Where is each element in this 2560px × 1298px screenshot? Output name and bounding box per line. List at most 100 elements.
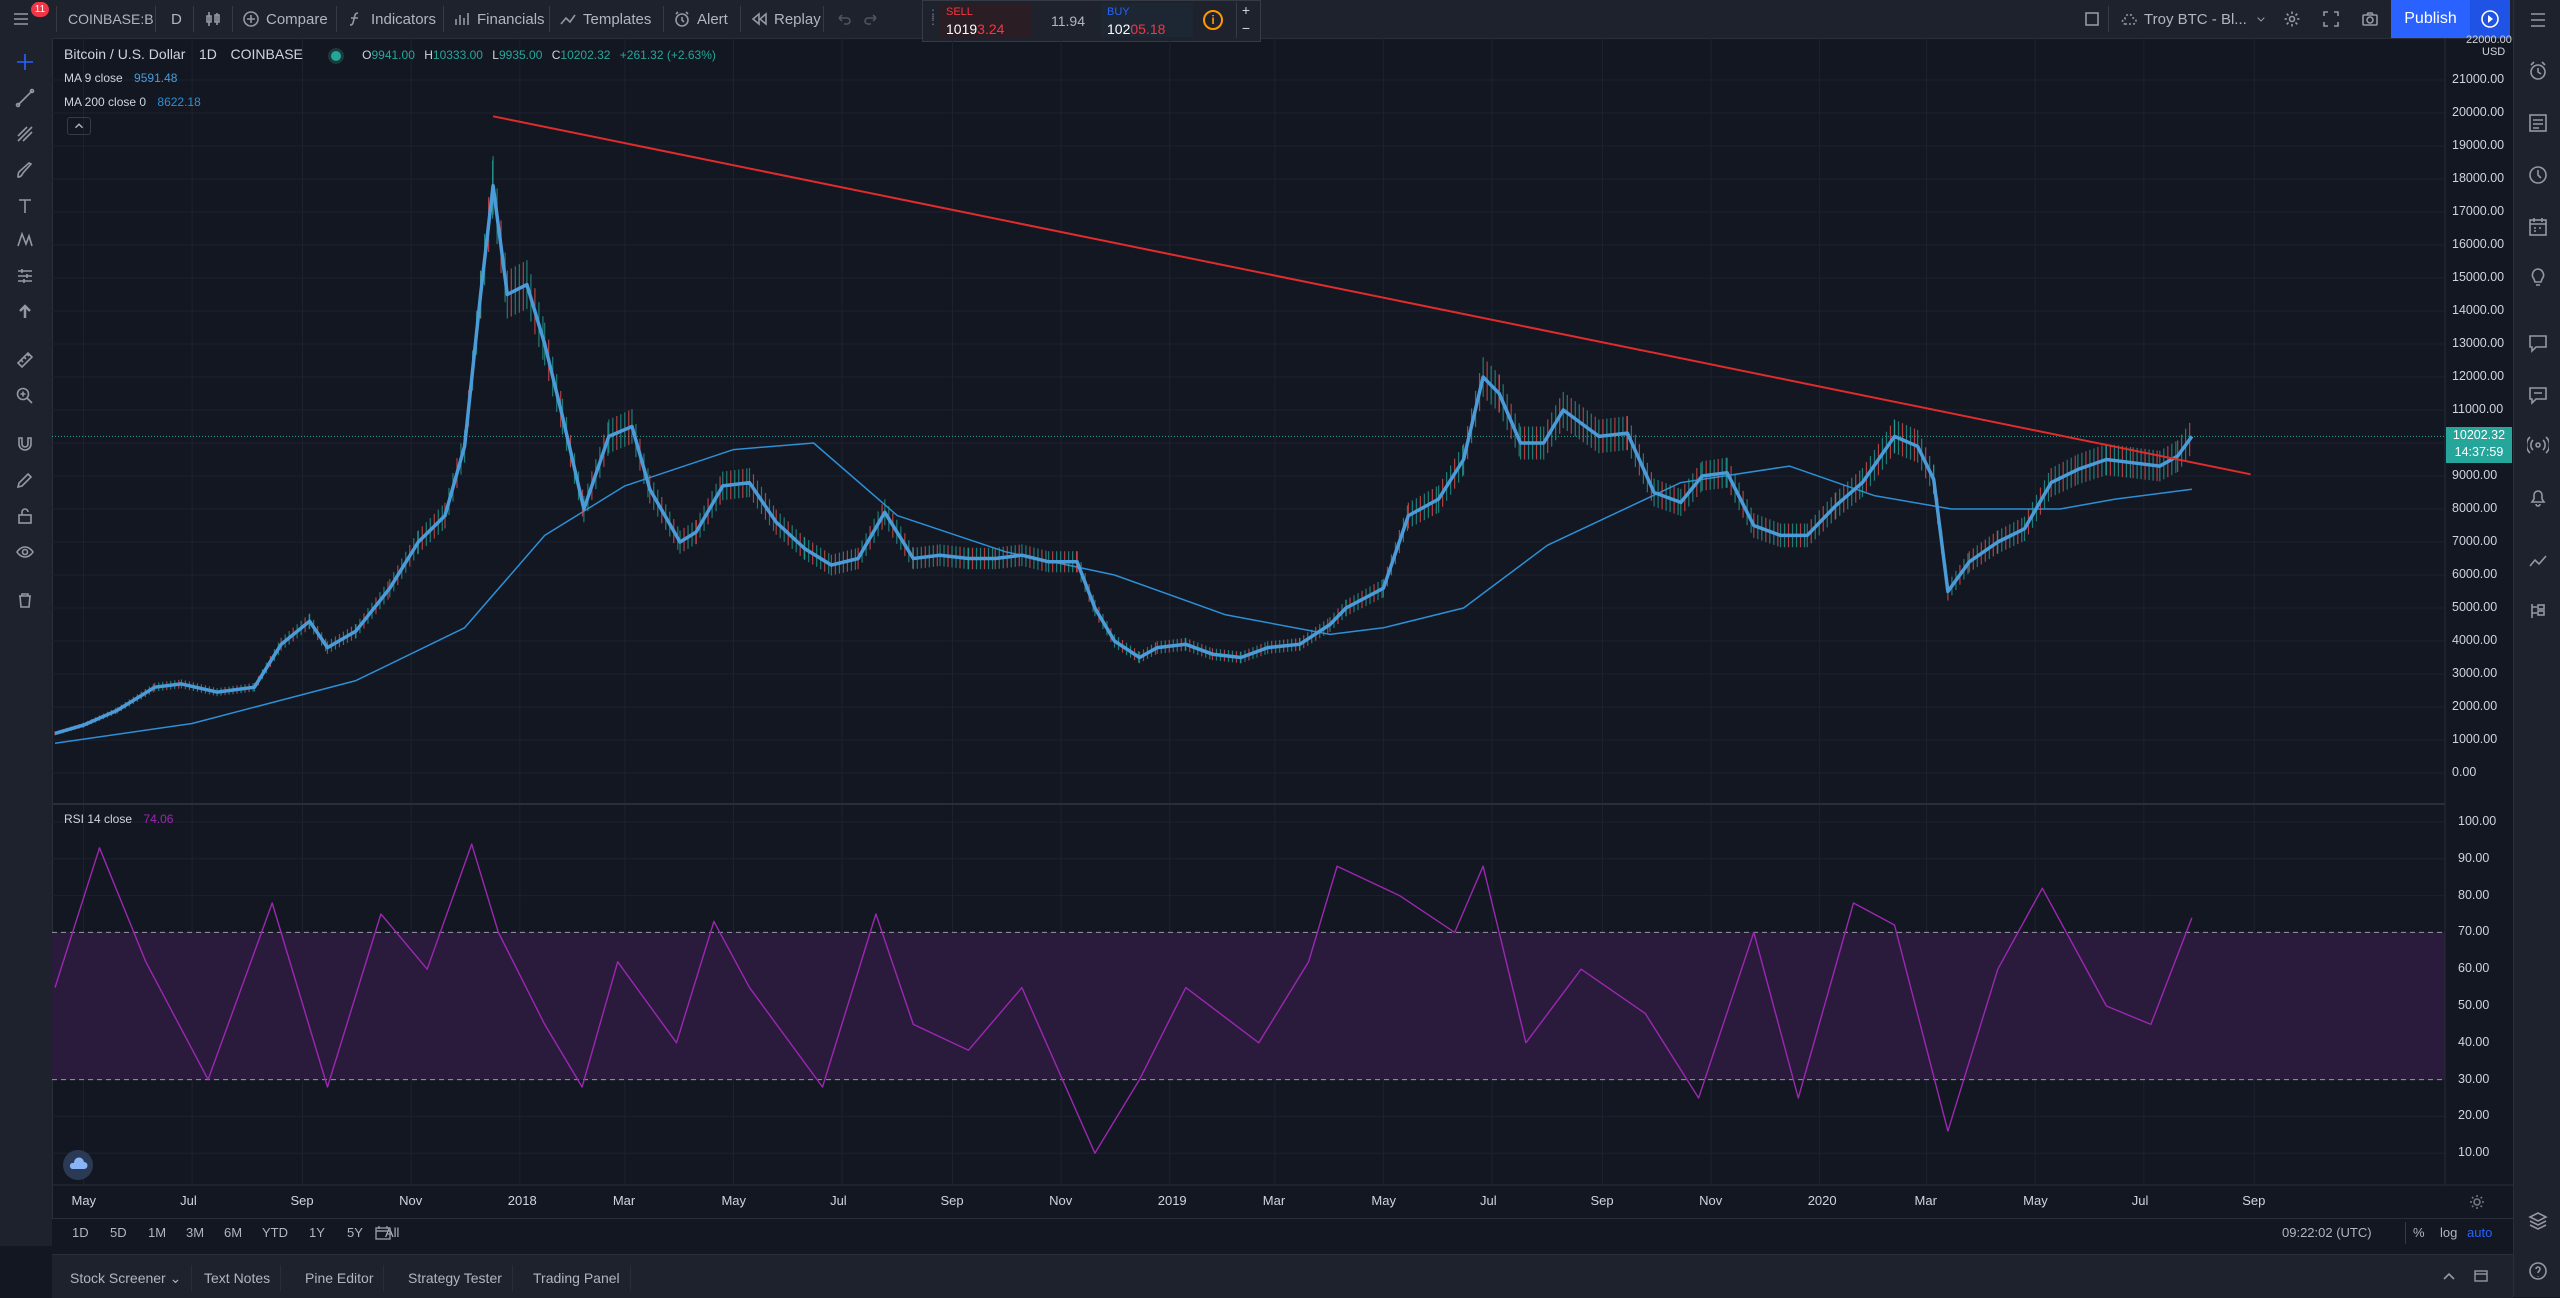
collapse-legend-button[interactable] [67,117,91,135]
lock-icon[interactable] [15,506,35,526]
notification-bell-icon[interactable] [2527,486,2549,508]
rsi-axis-label: 60.00 [2458,961,2489,975]
watchlist-icon[interactable] [2527,9,2549,31]
buy-label: BUY [1107,6,1130,18]
trend-line[interactable] [493,116,2251,474]
right-widget-bar [2513,0,2560,1297]
publish-button[interactable]: Publish [2391,0,2470,38]
financials-label: Financials [477,11,545,28]
chevron-up-icon [68,118,90,134]
financials-button[interactable]: Financials [453,0,545,38]
quantity-stepper[interactable]: + − [1236,2,1255,38]
rsi-value: 74.06 [143,812,173,826]
symbol-search-button[interactable]: COINBASE:B [68,0,154,38]
footer-tab[interactable]: Strategy Tester [398,1265,513,1291]
auto-scale-toggle[interactable]: auto [2467,1225,2492,1240]
timeframe-button[interactable]: 1M [148,1225,166,1240]
chart-canvas[interactable] [52,38,2513,1218]
top-toolbar: 11 COINBASE:B D Compare Indicators Finan… [0,0,2560,39]
timeframe-button[interactable]: YTD [262,1225,288,1240]
undo-button[interactable] [835,0,853,38]
pitchfork-icon[interactable] [15,124,35,144]
chart-line-icon[interactable] [2527,550,2549,572]
zoom-in-icon[interactable] [15,386,35,406]
timeframe-button[interactable]: 1D [72,1225,89,1240]
timeframe-button[interactable]: 6M [224,1225,242,1240]
stay-drawing-icon[interactable] [15,470,35,490]
chat-icon[interactable] [2527,332,2549,354]
date-range-icon[interactable] [374,1225,392,1241]
timeframe-button[interactable]: 5Y [347,1225,363,1240]
percent-toggle[interactable]: % [2413,1225,2425,1240]
replay-button[interactable]: Replay [750,0,821,38]
magnet-icon[interactable] [15,434,35,454]
text-icon[interactable] [15,196,35,216]
price-axis-label: 7000.00 [2452,534,2497,548]
prediction-icon[interactable] [15,266,35,286]
settings-button[interactable] [2283,0,2301,38]
redo-button[interactable] [862,0,880,38]
cloud-sync-button[interactable] [63,1150,93,1180]
publish-options-button[interactable] [2470,0,2510,38]
alert-button[interactable]: Alert [673,0,728,38]
trend-line-icon[interactable] [15,88,35,108]
gear-icon[interactable] [2467,1192,2487,1212]
layers-icon[interactable] [2527,1210,2549,1232]
alarm-clock-icon[interactable] [2527,60,2549,82]
ma200-legend[interactable]: MA 200 close 0 8622.18 [64,95,201,109]
minus-icon[interactable]: − [1237,20,1255,38]
pattern-icon[interactable] [15,230,35,250]
indicators-button[interactable]: Indicators [347,0,436,38]
change-value: +261.32 (+2.63%) [620,48,716,62]
main-legend[interactable]: Bitcoin / U.S. Dollar 1D COINBASE O9941.… [64,46,716,62]
trash-icon[interactable] [15,590,35,610]
help-icon[interactable] [2527,1260,2549,1282]
footer-tab[interactable]: Stock Screener ⌄ [60,1265,192,1291]
brush-icon[interactable] [15,160,35,180]
buy-price: 10205.18 [1107,21,1165,37]
templates-button[interactable]: Templates [559,0,651,38]
utc-clock[interactable]: 09:22:02 (UTC) [2282,1225,2372,1240]
time-axis-label: Mar [1263,1193,1285,1208]
last-price-tag: 10202.32 14:37:59 [2446,427,2512,463]
eye-icon[interactable] [15,542,35,562]
buy-button[interactable]: BUY 10205.18 [1101,3,1193,37]
interval-button[interactable]: D [171,0,182,38]
rsi-axis-label: 20.00 [2458,1108,2489,1122]
object-tree-icon[interactable] [2527,600,2549,622]
chart-type-button[interactable] [204,0,222,38]
timeframe-button[interactable]: 5D [110,1225,127,1240]
sell-button[interactable]: SELL 10193.24 [940,3,1032,37]
footer-tab[interactable]: Text Notes [194,1265,281,1291]
time-axis-label: 2018 [508,1193,537,1208]
timeframe-button[interactable]: 3M [186,1225,204,1240]
ruler-icon[interactable] [15,350,35,370]
messages-icon[interactable] [2527,384,2549,406]
templates-icon [559,10,577,28]
broadcast-icon[interactable] [2527,434,2549,456]
select-layout-button[interactable] [2083,0,2101,38]
footer-tab[interactable]: Trading Panel [523,1265,631,1291]
data-window-icon[interactable] [2527,112,2549,134]
menu-button[interactable] [12,0,30,38]
maximize-panel-icon[interactable] [2472,1267,2490,1285]
crosshair-icon[interactable] [15,52,35,72]
arrow-up-icon[interactable] [15,302,35,322]
chevron-up-icon[interactable] [2440,1267,2458,1285]
compare-button[interactable]: Compare [242,0,328,38]
clock-icon[interactable] [2527,164,2549,186]
plus-icon[interactable]: + [1237,2,1255,20]
footer-tab[interactable]: Pine Editor [295,1265,384,1291]
timeframe-button[interactable]: 1Y [309,1225,325,1240]
snapshot-button[interactable] [2361,0,2379,38]
price-axis-label: 4000.00 [2452,633,2497,647]
info-icon[interactable]: i [1203,10,1223,30]
rsi-legend[interactable]: RSI 14 close 74.06 [64,812,173,826]
layout-name-button[interactable]: Troy BTC - Bl... [2120,0,2267,38]
calendar-icon[interactable] [2527,216,2549,238]
lightbulb-icon[interactable] [2527,266,2549,288]
drag-handle-icon[interactable]: ⋮⋮ [927,11,933,29]
ma9-legend[interactable]: MA 9 close 9591.48 [64,71,177,85]
log-toggle[interactable]: log [2440,1225,2457,1240]
fullscreen-button[interactable] [2322,0,2340,38]
